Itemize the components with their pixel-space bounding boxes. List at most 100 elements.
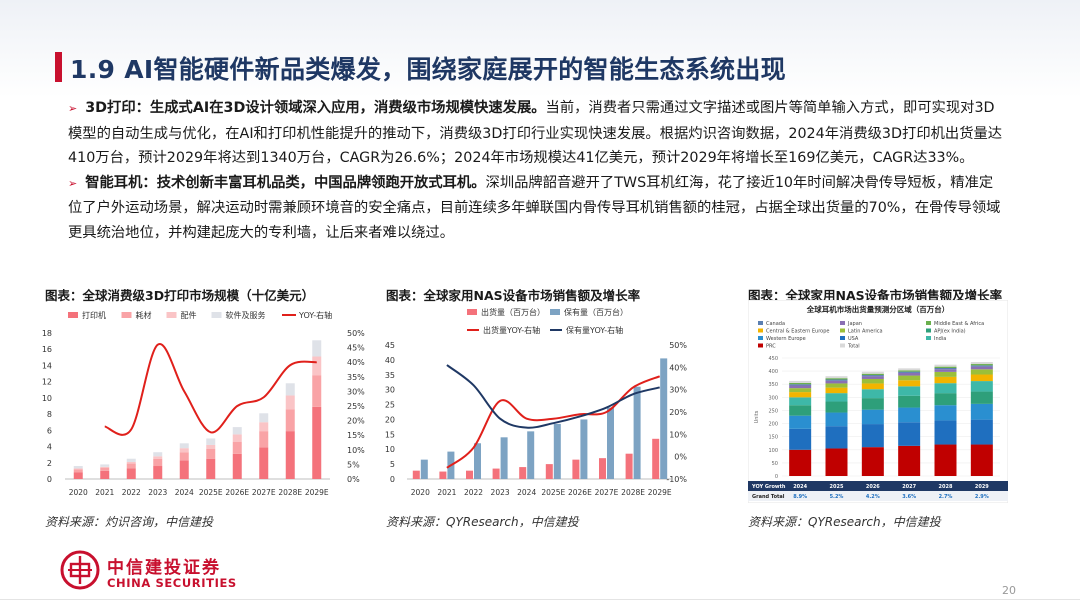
bar [625, 453, 633, 479]
bar-segment [100, 467, 110, 471]
table-data-cell: 2.9% [975, 494, 989, 500]
bar-segment [789, 405, 812, 416]
arrow-bullet-icon: ➢ [68, 176, 78, 190]
bar [607, 407, 614, 479]
y-tick-label: 50 [772, 461, 778, 467]
bar-segment [861, 383, 884, 390]
bar-segment [232, 434, 242, 442]
y2-tick-label: 40% [669, 363, 687, 372]
bar-segment [970, 391, 993, 404]
x-tick-label: 2028E [278, 488, 302, 497]
bar-segment [898, 407, 921, 423]
table-data-cell: Grand Total [752, 494, 785, 500]
bar-segment [789, 392, 812, 398]
y-tick-label: 4 [47, 443, 52, 452]
y-tick-label: 45 [385, 341, 395, 350]
bar-segment [232, 427, 242, 435]
title-accent-bar [55, 52, 62, 82]
table-header-cell: YOY Growth [751, 484, 786, 490]
bar-segment [126, 461, 136, 464]
bar-segment [898, 372, 921, 376]
x-tick-label: 2021 [95, 488, 114, 497]
table-header-cell: 2026 [866, 484, 880, 490]
y2-tick-label: 25% [347, 402, 365, 411]
legend-swatch [926, 321, 931, 325]
y2-tick-label: 30% [347, 387, 365, 396]
bar-segment [126, 463, 136, 469]
bar-segment [789, 388, 812, 393]
bar-segment [153, 458, 163, 467]
bar-segment [179, 448, 189, 453]
bar-segment [285, 409, 295, 432]
x-tick-label: 2024 [175, 488, 194, 497]
legend-label: Western Europe [766, 336, 806, 342]
bar [466, 470, 473, 479]
bar-segment [825, 387, 848, 394]
bar-segment [825, 448, 848, 476]
x-tick-label: 2022 [122, 488, 141, 497]
bar-segment [789, 385, 812, 389]
bar-segment [73, 466, 83, 469]
y-tick-label: 18 [42, 329, 52, 338]
bar-segment [970, 364, 993, 366]
bar-segment [934, 367, 957, 370]
bar-total-cap [898, 368, 921, 371]
x-tick-label: 2023 [148, 488, 167, 497]
legend-label: Latin America [848, 329, 883, 335]
bar [633, 386, 641, 479]
yoy-line [104, 343, 317, 436]
bar-total-cap [970, 362, 993, 365]
bar [599, 458, 606, 479]
bar-total-cap [825, 376, 848, 379]
bar-segment [861, 389, 884, 399]
bar-segment [206, 438, 216, 445]
y2-tick-label: 35% [347, 373, 365, 382]
bar-segment [100, 466, 110, 468]
bar-segment [100, 464, 110, 467]
bar-segment [312, 375, 322, 407]
y2-tick-label: 10% [669, 430, 687, 439]
bar-segment [73, 468, 83, 470]
legend-swatch [926, 336, 931, 340]
y-tick-label: 150 [768, 435, 778, 441]
x-tick-label: 2026E [568, 488, 592, 497]
legend-swatch [758, 336, 763, 340]
bar-segment [934, 393, 957, 406]
bar-segment [259, 413, 269, 423]
y2-tick-label: 0% [674, 453, 687, 462]
legend-swatch [550, 309, 560, 315]
legend-label: 耗材 [136, 310, 152, 320]
y-tick-label: 16 [42, 345, 52, 354]
bar-segment [126, 468, 136, 479]
paragraph-3d-printing: ➢ 3D打印：生成式AI在3D设计领域深入应用，消费级市场规模快速发展。当前，消费… [68, 96, 1003, 171]
page-title: 1.9 AI智能硬件新品类爆发，围绕家庭展开的智能生态系统出现 [70, 55, 786, 84]
bar-segment [934, 369, 957, 372]
y-tick-label: 0 [775, 474, 778, 480]
y-axis-label: Units [754, 410, 760, 423]
y-tick-label: 40 [385, 356, 395, 365]
legend-label: PRC [766, 344, 776, 350]
bar-total-cap [789, 380, 812, 383]
bar-segment [825, 412, 848, 427]
y-tick-label: 100 [768, 448, 778, 454]
bar-segment [970, 419, 993, 445]
y2-tick-label: 30% [669, 386, 687, 395]
bar-segment [285, 395, 295, 410]
paragraph-body: 当前，消费者只需通过文字描述或图片等简单输入方式，即可实现对3D模型的自动生成与… [68, 100, 1003, 167]
y-tick-label: 250 [768, 408, 778, 414]
y-tick-label: 5 [390, 460, 395, 469]
y-tick-label: 10 [42, 394, 52, 403]
legend-label: APJ(ex India) [934, 329, 966, 335]
paragraph-smart-earphones: ➢ 智能耳机：技术创新丰富耳机品类，中国品牌领跑开放式耳机。深圳品牌韶音避开了TW… [68, 171, 1003, 246]
legend-label: Central & Eastern Europe [766, 329, 829, 335]
paragraph-lead: 智能耳机：技术创新丰富耳机品类，中国品牌领跑开放式耳机。 [85, 174, 486, 191]
bar-segment [153, 466, 163, 479]
bar-segment [861, 409, 884, 425]
y2-tick-label: 40% [347, 358, 365, 367]
legend-label: 出货量（百万台） [481, 307, 545, 317]
bar [439, 471, 447, 479]
table-header-cell: 2025 [830, 484, 844, 490]
legend-label: 出货量YOY-右轴 [483, 325, 540, 335]
legend-label: Canada [766, 321, 785, 327]
x-tick-label: 2023 [491, 488, 510, 497]
